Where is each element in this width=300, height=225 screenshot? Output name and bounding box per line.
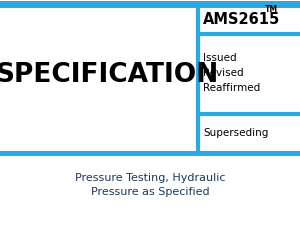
Bar — [0, 2, 300, 9]
Text: SPECIFICATION: SPECIFICATION — [0, 62, 218, 88]
Text: TM: TM — [265, 5, 278, 14]
Text: Issued
Revised
Reaffirmed: Issued Revised Reaffirmed — [203, 53, 260, 92]
Text: Pressure Testing, Hydraulic
Pressure as Specified: Pressure Testing, Hydraulic Pressure as … — [75, 172, 225, 196]
Text: Superseding: Superseding — [203, 127, 268, 137]
Bar — [0, 151, 300, 156]
Text: AMS2615: AMS2615 — [203, 12, 280, 27]
